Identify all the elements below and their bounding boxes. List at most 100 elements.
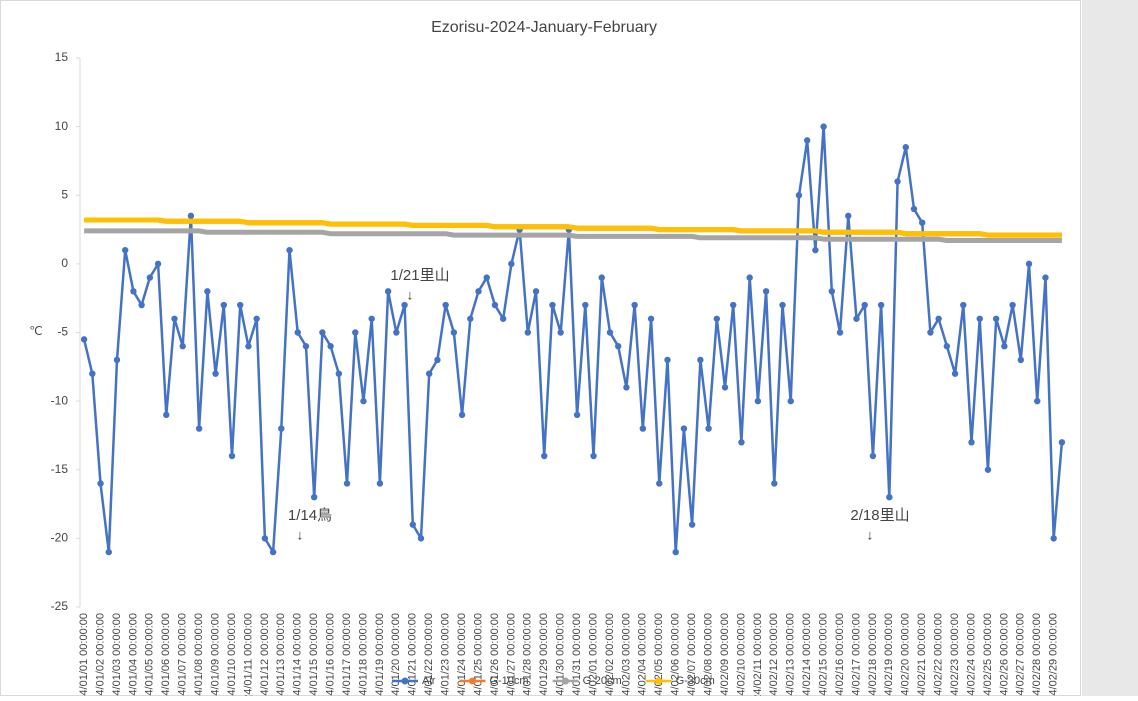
data-point — [121, 246, 129, 254]
annotation: 2/18里山 — [850, 507, 909, 524]
data-point — [861, 301, 868, 309]
data-point — [968, 439, 975, 446]
legend-marker — [468, 677, 476, 685]
legend-item: G-20cm — [552, 675, 622, 687]
data-point — [343, 480, 351, 487]
x-tick-label: 2024/01/20 00:00:00 — [390, 613, 402, 696]
data-point — [541, 452, 548, 460]
chart-title: Ezorisu-2024-January-February — [431, 19, 657, 36]
data-point — [327, 343, 334, 350]
data-point — [269, 548, 277, 556]
data-point — [672, 548, 679, 556]
legend-label: G-20cm — [583, 675, 622, 687]
data-point — [845, 212, 852, 220]
data-point — [80, 336, 88, 343]
data-point — [105, 548, 112, 556]
data-point — [894, 178, 901, 185]
data-point — [368, 315, 375, 322]
data-point — [590, 452, 597, 460]
x-tick-label: 2024/01/06 00:00:00 — [160, 613, 172, 696]
data-point — [212, 370, 219, 377]
data-point — [97, 480, 104, 487]
data-point — [483, 274, 490, 281]
data-point — [647, 315, 655, 322]
data-point — [836, 329, 844, 336]
series-line — [84, 228, 1062, 243]
data-point — [401, 301, 408, 309]
data-point — [803, 137, 811, 144]
data-point — [286, 246, 293, 254]
annotation-arrow: ↓ — [867, 527, 874, 543]
x-tick-label: 2024/01/11 00:00:00 — [242, 613, 254, 696]
legend-label: G-30cm — [676, 675, 715, 687]
data-point — [927, 329, 934, 336]
x-tick-label: 2024/01/15 00:00:00 — [308, 613, 320, 696]
data-point — [393, 329, 400, 336]
x-tick-label: 2024/02/13 00:00:00 — [785, 613, 797, 696]
annotation-arrow: ↓ — [297, 527, 304, 543]
data-point — [582, 301, 589, 309]
x-tick-label: 2024/02/28 00:00:00 — [1031, 613, 1043, 696]
data-point — [943, 343, 951, 350]
x-tick-label: 2024/01/23 00:00:00 — [440, 613, 452, 696]
data-point — [237, 301, 244, 309]
x-tick-label: 2024/02/21 00:00:00 — [916, 613, 928, 696]
data-point — [746, 274, 753, 281]
y-tick-label: 0 — [61, 256, 68, 270]
data-point — [1042, 274, 1049, 281]
data-point — [467, 315, 474, 322]
data-point — [721, 384, 729, 391]
data-point — [163, 411, 170, 419]
data-point — [376, 480, 384, 487]
data-point — [680, 425, 688, 432]
data-point — [656, 480, 663, 487]
data-point — [1017, 356, 1025, 364]
data-point — [475, 288, 482, 295]
data-point — [738, 439, 745, 446]
data-point — [771, 480, 778, 487]
x-tick-label: 2024/02/14 00:00:00 — [801, 613, 813, 696]
x-tick-label: 2024/01/03 00:00:00 — [111, 613, 123, 696]
data-point — [1025, 260, 1033, 268]
legend-marker — [655, 677, 663, 685]
data-point — [426, 370, 433, 377]
x-tick-label: 2024/02/11 00:00:00 — [752, 613, 764, 696]
legend-marker — [401, 677, 409, 685]
data-point — [549, 301, 556, 309]
data-point — [877, 301, 885, 309]
x-tick-label: 2024/02/08 00:00:00 — [702, 613, 714, 696]
data-point — [442, 301, 449, 309]
x-tick-label: 2024/02/23 00:00:00 — [949, 613, 961, 696]
data-point — [951, 370, 959, 377]
x-tick-label: 2024/01/07 00:00:00 — [177, 613, 189, 696]
data-point — [294, 329, 301, 336]
x-tick-label: 2024/02/03 00:00:00 — [620, 613, 632, 696]
data-point — [253, 315, 260, 322]
x-tick-label: 2024/01/13 00:00:00 — [275, 613, 287, 696]
data-point — [335, 370, 343, 377]
annotation-arrow: ↓ — [407, 287, 414, 303]
data-point — [812, 246, 819, 254]
data-point — [89, 370, 96, 377]
data-point — [779, 301, 786, 309]
data-point — [573, 411, 581, 419]
x-tick-label: 2024/02/17 00:00:00 — [850, 613, 862, 696]
data-point — [886, 494, 893, 501]
x-tick-label: 2024/01/16 00:00:00 — [325, 613, 337, 696]
data-point — [138, 301, 145, 309]
data-point — [787, 397, 794, 405]
x-tick-label: 2024/02/25 00:00:00 — [982, 613, 994, 696]
data-point — [195, 425, 203, 432]
data-point — [820, 123, 827, 130]
data-point — [984, 466, 992, 473]
data-point — [795, 192, 803, 199]
x-tick-label: 2024/02/15 00:00:00 — [818, 613, 830, 696]
x-tick-label: 2024/01/17 00:00:00 — [341, 613, 353, 696]
data-point — [434, 356, 441, 364]
series-line — [82, 125, 1064, 554]
data-point — [352, 329, 359, 336]
data-point — [409, 521, 416, 528]
data-point — [278, 425, 285, 432]
